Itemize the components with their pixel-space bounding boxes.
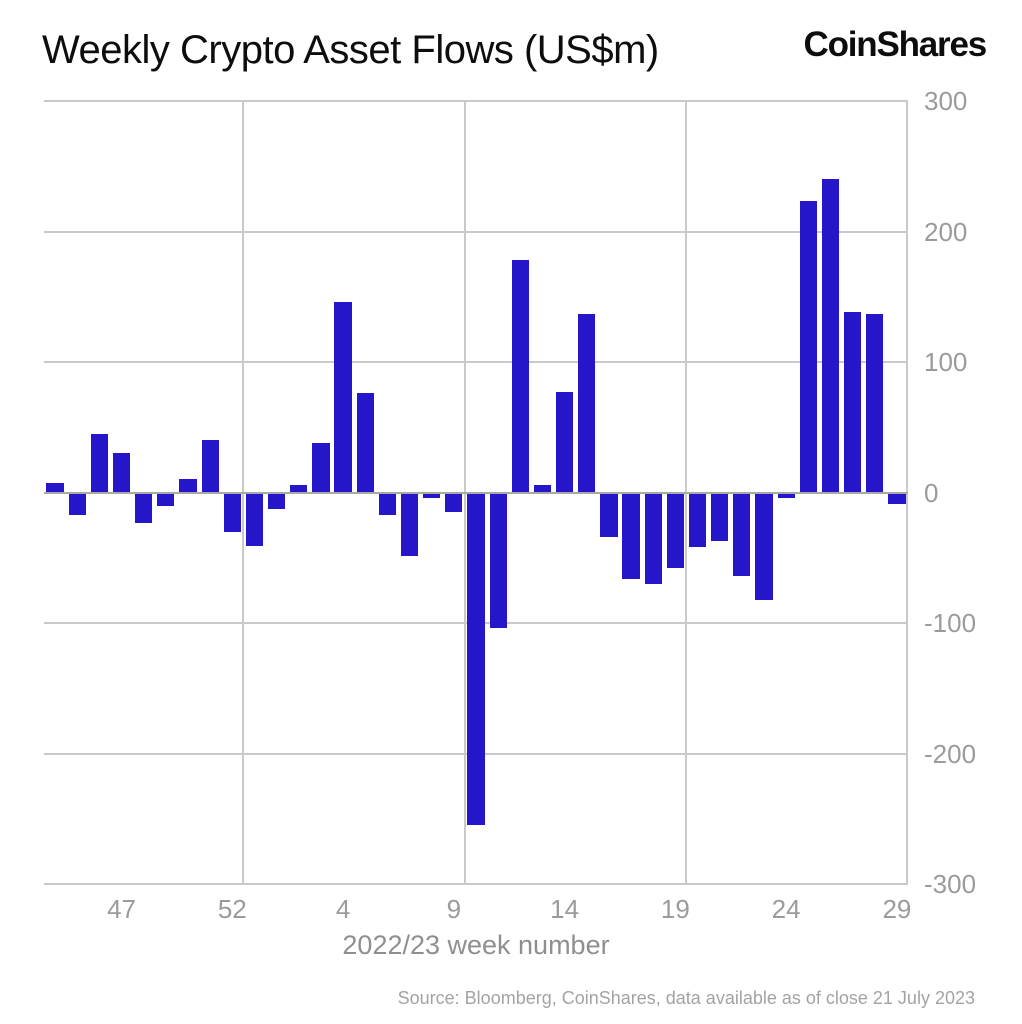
bar-week-28 — [866, 313, 884, 493]
y-axis-tick-label: -100 — [924, 608, 977, 638]
bar-week-46 — [90, 433, 108, 493]
bar-week-18 — [644, 492, 662, 584]
bar-week-53 — [245, 492, 264, 546]
bar-week-50 — [179, 479, 197, 493]
h-gridline — [44, 361, 908, 363]
bar-week-20 — [688, 492, 707, 548]
bar-week-7 — [400, 492, 419, 557]
h-gridline — [44, 230, 908, 233]
coinshares-logo: CoinShares — [803, 25, 988, 64]
y-axis-tick-label: 300 — [924, 86, 968, 116]
plot-area — [44, 100, 908, 885]
bar-week-27 — [843, 312, 862, 493]
bar-week-22 — [733, 492, 751, 577]
bar-week-45 — [68, 492, 86, 515]
y-axis-tick-label: 0 — [924, 477, 939, 508]
x-axis: 47 52 4 9 14 19 24 29 — [44, 894, 912, 924]
bar-week-1 — [267, 492, 286, 510]
bar-week-11 — [489, 492, 507, 629]
bar-week-17 — [622, 492, 640, 579]
bar-week-51 — [201, 440, 219, 493]
bar-week-29 — [888, 492, 906, 505]
y-axis-tick-label: -300 — [924, 869, 977, 899]
bar-week-49 — [157, 492, 175, 506]
x-axis-tick-label: 47 — [107, 894, 136, 924]
bar-week-24 — [777, 492, 795, 498]
bar-week-16 — [600, 492, 618, 537]
bar-week-12 — [511, 260, 529, 493]
bar-week-13 — [533, 484, 552, 493]
zero-line — [44, 491, 908, 494]
y-axis-tick-label: 200 — [924, 216, 968, 247]
bar-week-52 — [223, 492, 241, 532]
bar-week-26 — [821, 179, 840, 493]
bar-week-47 — [112, 453, 131, 493]
x-axis-tick-label: 9 — [446, 894, 462, 924]
y-axis-tick-label: 100 — [924, 347, 968, 377]
y-axis: 300 200 100 0 -100 -200 -300 — [924, 88, 1014, 897]
h-gridline — [44, 883, 908, 885]
x-axis-tick-label: 4 — [335, 894, 351, 924]
h-gridline — [44, 100, 908, 102]
x-axis-tick-label: 24 — [771, 894, 801, 924]
bar-week-9 — [445, 492, 463, 513]
x-axis-tick-label: 14 — [550, 894, 580, 924]
source-text: Source: Bloomberg, CoinShares, data avai… — [397, 988, 975, 1008]
x-axis-tick-label: 19 — [660, 894, 690, 924]
bar-week-23 — [755, 492, 773, 600]
bar-week-14 — [555, 392, 574, 493]
bar-week-48 — [135, 492, 153, 523]
chart-title: Weekly Crypto Asset Flows (US$m) — [42, 28, 659, 72]
bar-week-19 — [666, 492, 684, 569]
bar-week-2 — [290, 484, 308, 493]
x-axis-title: 2022/23 week number — [342, 930, 610, 960]
bar-week-4 — [334, 301, 352, 493]
y-axis-tick-label: -200 — [924, 738, 977, 769]
bar-week-6 — [378, 492, 396, 515]
bar-week-10 — [467, 492, 485, 826]
bar-week-44 — [46, 483, 64, 493]
bar-week-8 — [423, 492, 441, 498]
bar-week-25 — [799, 201, 817, 493]
bar-week-5 — [356, 393, 374, 493]
x-axis-tick-label: 29 — [882, 894, 912, 924]
x-axis-tick-label: 52 — [217, 894, 247, 924]
bar-week-3 — [312, 442, 330, 493]
bar-week-21 — [711, 492, 729, 541]
bar-week-15 — [578, 313, 596, 493]
